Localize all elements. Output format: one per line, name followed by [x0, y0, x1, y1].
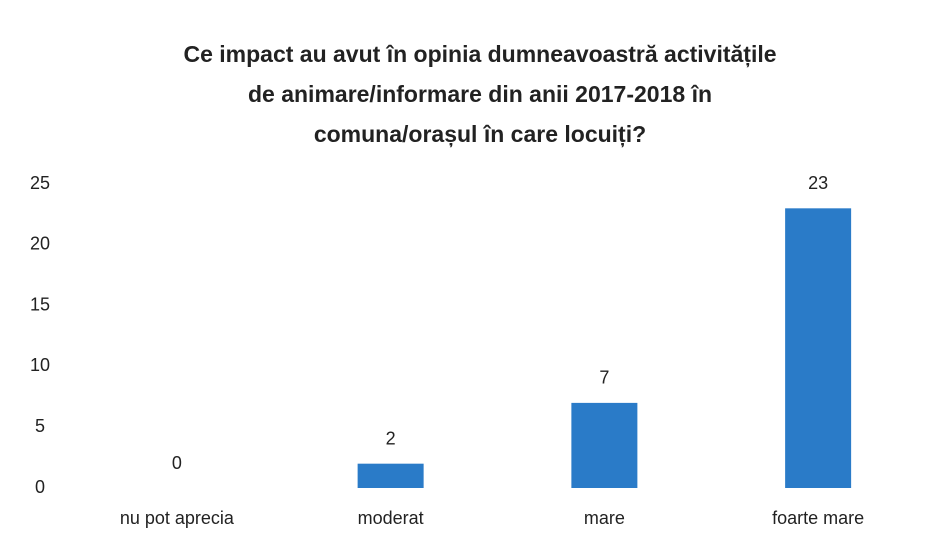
- data-label: 23: [808, 173, 828, 193]
- chart-title: de animare/informare din anii 2017-2018 …: [248, 81, 712, 107]
- chart-title: Ce impact au avut în opinia dumneavoastr…: [183, 41, 776, 68]
- bar: [357, 463, 424, 488]
- y-tick-label: 5: [35, 416, 45, 436]
- x-tick-label: nu pot aprecia: [120, 508, 235, 528]
- data-label: 2: [386, 428, 396, 448]
- y-tick-label: 0: [35, 477, 45, 497]
- bar: [571, 402, 638, 488]
- y-tick-label: 10: [30, 355, 50, 375]
- y-tick-label: 15: [30, 294, 50, 314]
- chart-title: comuna/orașul în care locuiți?: [314, 121, 646, 148]
- y-tick-label: 25: [30, 173, 50, 193]
- x-tick-label: mare: [584, 508, 625, 528]
- bar: [785, 208, 852, 488]
- y-tick-label: 20: [30, 234, 50, 254]
- data-label: 0: [172, 453, 182, 473]
- x-tick-label: moderat: [358, 508, 424, 528]
- data-label: 7: [599, 368, 609, 388]
- x-tick-label: foarte mare: [772, 508, 864, 528]
